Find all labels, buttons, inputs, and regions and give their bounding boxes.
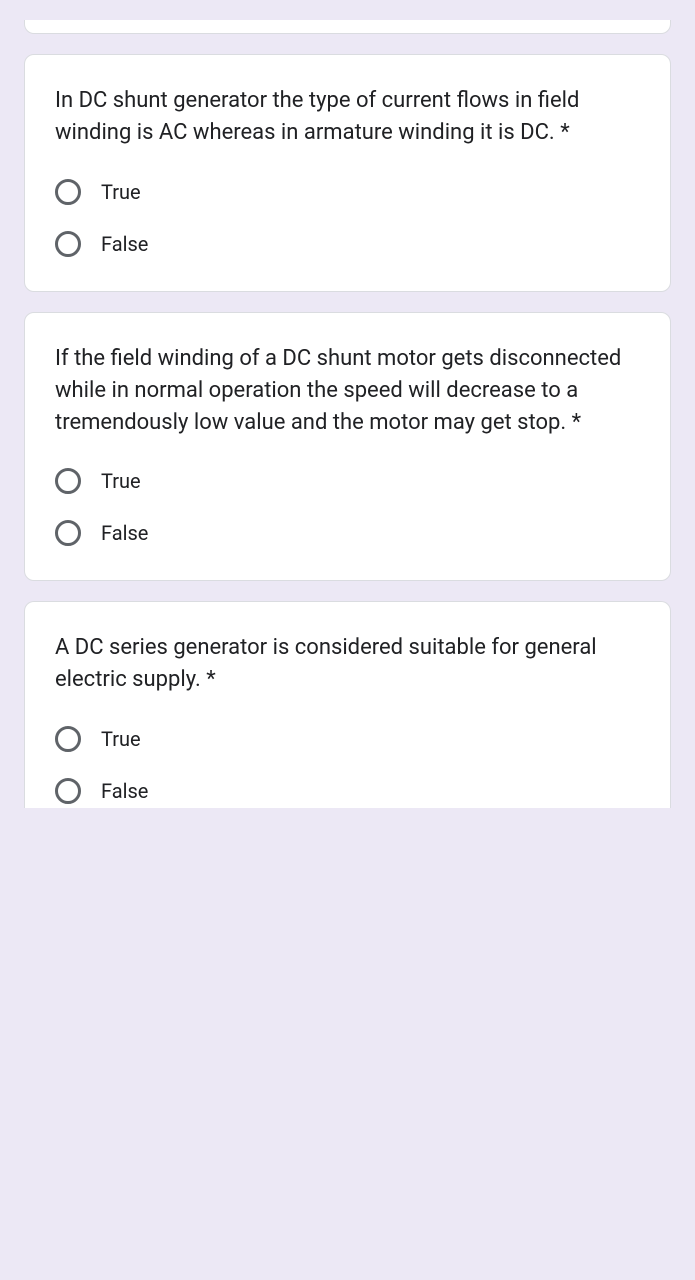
required-mark: * <box>560 120 569 145</box>
radio-icon <box>55 520 81 546</box>
radio-icon <box>55 726 81 752</box>
option-label: False <box>101 779 148 803</box>
option-label: True <box>101 180 141 204</box>
option-true[interactable]: True <box>55 726 640 752</box>
question-body: In DC shunt generator the type of curren… <box>55 88 579 145</box>
question-card-3: A DC series generator is considered suit… <box>24 601 671 808</box>
option-false[interactable]: False <box>55 231 640 257</box>
option-label: True <box>101 469 141 493</box>
required-mark: * <box>572 410 581 435</box>
radio-icon <box>55 231 81 257</box>
option-label: True <box>101 727 141 751</box>
question-text: A DC series generator is considered suit… <box>55 632 640 696</box>
question-text: In DC shunt generator the type of curren… <box>55 85 640 149</box>
question-card-2: If the field winding of a DC shunt motor… <box>24 312 671 582</box>
question-text: If the field winding of a DC shunt motor… <box>55 343 640 439</box>
question-body: If the field winding of a DC shunt motor… <box>55 346 621 435</box>
prev-card-bottom <box>24 20 671 34</box>
radio-icon <box>55 778 81 804</box>
option-true[interactable]: True <box>55 179 640 205</box>
question-card-1: In DC shunt generator the type of curren… <box>24 54 671 292</box>
required-mark: * <box>206 667 215 692</box>
option-false[interactable]: False <box>55 520 640 546</box>
radio-icon <box>55 468 81 494</box>
option-false[interactable]: False <box>55 778 640 804</box>
question-body: A DC series generator is considered suit… <box>55 635 597 692</box>
radio-icon <box>55 179 81 205</box>
option-label: False <box>101 232 148 256</box>
option-label: False <box>101 521 148 545</box>
option-true[interactable]: True <box>55 468 640 494</box>
